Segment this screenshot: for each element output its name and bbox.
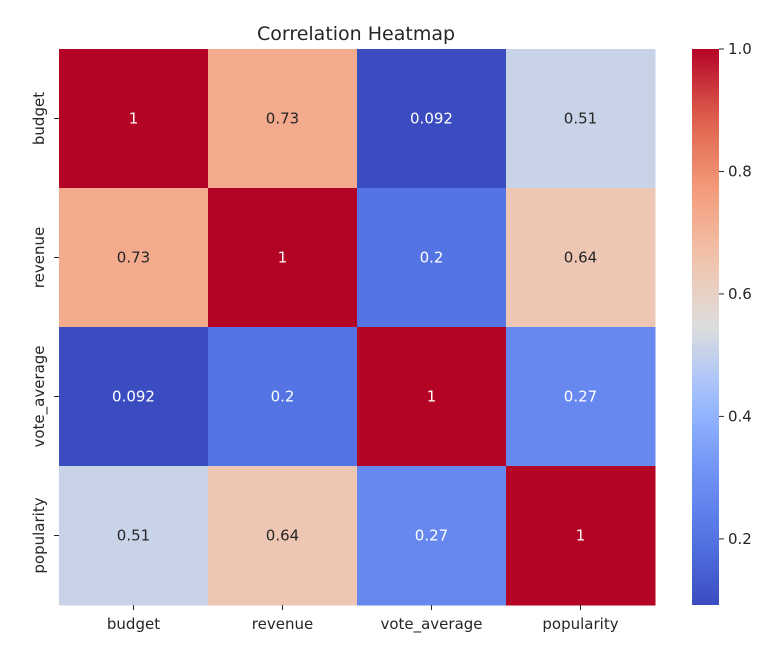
- y-axis: budget revenue vote_average popularity: [30, 92, 59, 574]
- heatmap-cell: [59, 466, 209, 606]
- cell-annotation: 0.27: [564, 388, 597, 406]
- colorbar-tick-label: 0.4: [728, 407, 752, 425]
- cell-annotation: 0.73: [117, 249, 150, 267]
- heatmap-cell: [208, 188, 358, 328]
- cell-annotation: 0.51: [117, 527, 150, 545]
- heatmap-cell: [208, 327, 358, 467]
- colorbar: 0.2 0.4 0.6 0.8 1.0: [692, 40, 752, 605]
- colorbar-tick-label: 1.0: [728, 40, 752, 58]
- colorbar-tick-label: 0.6: [728, 285, 752, 303]
- cell-annotation: 0.092: [410, 110, 453, 128]
- heatmap-cell: [357, 188, 507, 328]
- heatmap-cell-labels: 1 0.73 0.092 0.51 0.73 1 0.2 0.64 0.092 0.2 1 0.27 0…: [112, 110, 597, 545]
- cell-annotation: 0.092: [112, 388, 155, 406]
- colorbar-tick-label: 0.2: [728, 530, 752, 548]
- heatmap-cell: [506, 188, 656, 328]
- cell-annotation: 1: [278, 249, 288, 267]
- heatmap-cell: [59, 188, 209, 328]
- cell-annotation: 0.64: [564, 249, 597, 267]
- colorbar-tick-label: 0.8: [728, 162, 752, 180]
- heatmap-cell: [208, 49, 358, 189]
- x-tick-label: budget: [107, 615, 160, 633]
- y-tick-label: popularity: [30, 497, 48, 573]
- cell-annotation: 0.2: [271, 388, 295, 406]
- heatmap-cell: [208, 466, 358, 606]
- cell-annotation: 1: [576, 527, 586, 545]
- cell-annotation: 0.2: [420, 249, 444, 267]
- chart-title: Correlation Heatmap: [257, 23, 455, 45]
- heatmap-cell: [357, 49, 507, 189]
- heatmap-cells: [59, 49, 656, 606]
- heatmap-cell: [506, 49, 656, 189]
- y-tick-label: budget: [30, 92, 48, 145]
- y-tick-label: revenue: [30, 227, 48, 288]
- heatmap-cell: [59, 49, 209, 189]
- cell-annotation: 0.51: [564, 110, 597, 128]
- x-tick-label: popularity: [542, 615, 618, 633]
- colorbar-gradient: [692, 49, 719, 605]
- heatmap-cell: [506, 466, 656, 606]
- x-axis: budget revenue vote_average popularity: [107, 605, 619, 634]
- heatmap-cell: [357, 327, 507, 467]
- cell-annotation: 0.27: [415, 527, 448, 545]
- cell-annotation: 0.64: [266, 527, 299, 545]
- y-tick-label: vote_average: [30, 345, 49, 447]
- x-tick-label: revenue: [252, 615, 313, 633]
- cell-annotation: 1: [129, 110, 139, 128]
- x-tick-label: vote_average: [380, 615, 482, 634]
- cell-annotation: 0.73: [266, 110, 299, 128]
- heatmap-cell: [59, 327, 209, 467]
- heatmap-cell: [357, 466, 507, 606]
- heatmap-cell: [506, 327, 656, 467]
- cell-annotation: 1: [427, 388, 437, 406]
